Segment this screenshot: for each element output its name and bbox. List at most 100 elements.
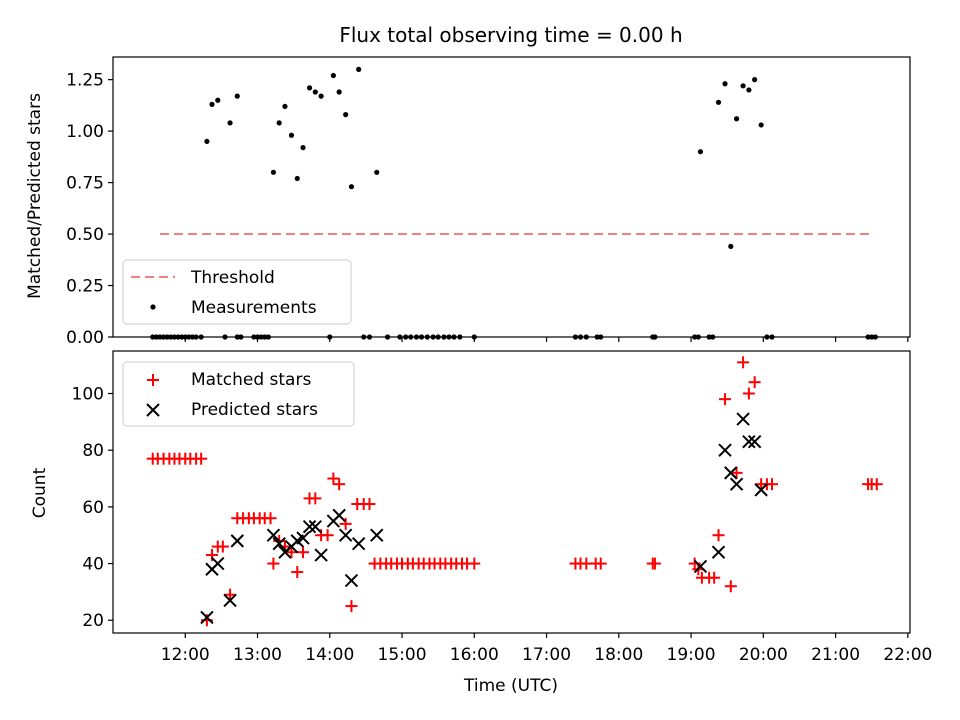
top-plot-frame (112, 56, 911, 338)
predicted-star-marker (296, 531, 310, 545)
bottom-y-tick-label: 20 (82, 611, 104, 631)
measurement-point (204, 138, 210, 145)
predicted-star-marker (370, 528, 384, 542)
measurement-point (209, 101, 215, 107)
predicted-star-marker (736, 412, 750, 426)
measurement-point (312, 89, 318, 95)
predicted-star-marker (351, 537, 366, 551)
matched-star-marker (724, 580, 737, 593)
matched-star-marker (708, 571, 721, 584)
measurement-point (356, 66, 362, 72)
predicted-star-marker (230, 534, 244, 548)
x-axis-label: Time (UTC) (463, 676, 558, 696)
measurement-point (288, 132, 295, 138)
predicted-star-marker (754, 483, 768, 497)
predicted-star-marker (314, 548, 328, 562)
x-tick-label: 13:00 (233, 645, 282, 665)
measurement-point (733, 116, 740, 122)
matched-star-marker (345, 600, 358, 613)
matched-star-marker (224, 588, 237, 601)
predicted-star-marker (200, 610, 214, 625)
top-panel: Flux total observing time = 0.00 h Match… (25, 23, 911, 348)
predicted-star-marker (338, 528, 353, 542)
predicted-star-marker (308, 520, 323, 534)
matched-star-marker (719, 393, 732, 406)
matched-star-marker (195, 452, 208, 465)
top-legend: Threshold Measurements (122, 259, 352, 325)
measurement-point (270, 169, 277, 175)
predicted-star-marker (266, 528, 281, 542)
bottom-y-axis-label: Count (30, 467, 50, 518)
matched-star-marker (264, 512, 277, 525)
bottom-plot-frame (112, 350, 911, 634)
top-y-axis-label: Matched/Predicted stars (25, 93, 45, 299)
predicted-star-marker (711, 545, 726, 559)
matched-star-marker (748, 376, 761, 389)
bottom-y-tick-label: 80 (82, 441, 104, 461)
measurement-point (343, 112, 349, 118)
matched-star-marker (737, 356, 750, 369)
top-legend-box (122, 259, 352, 325)
matched-star-marker (712, 529, 725, 542)
legend-threshold-label: Threshold (190, 268, 275, 288)
measurement-point (294, 175, 300, 182)
legend-matched-label: Matched stars (191, 370, 311, 390)
predicted-star-marker (332, 508, 346, 523)
measurement-point (306, 85, 313, 91)
legend-matched-swatch (147, 374, 159, 386)
bottom-y-tick-label: 100 (72, 385, 104, 405)
matched-star-marker (267, 557, 280, 570)
measurement-point (336, 89, 342, 95)
measurement-point (318, 93, 324, 99)
matched-star-marker (285, 546, 298, 559)
x-tick-label: 15:00 (378, 645, 427, 665)
matched-star-marker (730, 466, 743, 479)
measurement-point (282, 103, 288, 110)
measurement-point (348, 184, 355, 190)
matched-star-marker (594, 557, 607, 570)
predicted-star-marker (211, 556, 225, 571)
matched-star-marker (297, 546, 310, 559)
matched-star-marker (363, 498, 376, 511)
bottom-legend-box (122, 361, 355, 427)
bottom-y-tick-label: 40 (82, 555, 104, 575)
top-y-tick-label: 0.50 (66, 225, 104, 245)
top-y-tick-label: 1.25 (66, 71, 104, 91)
matched-star-marker (870, 478, 883, 491)
matched-star-marker (327, 472, 340, 485)
measurement-point (227, 120, 233, 126)
bottom-tick-layer: 20 40 60 80 100 12:00 13:00 14:00 15:00 16:00 17:0… (72, 385, 933, 665)
predicted-star-marker (724, 466, 738, 480)
bottom-panel: Count Time (UTC) 20 40 60 80 100 12:00 13:00 14… (30, 350, 933, 696)
top-y-tick-label: 0.25 (66, 277, 104, 297)
matched-star-marker (321, 529, 334, 542)
x-tick-label: 18:00 (594, 645, 643, 665)
matched-star-marker (309, 492, 322, 505)
matched-star-marker (648, 557, 661, 570)
measurement-point (300, 144, 306, 151)
matched-star-marker (291, 566, 304, 579)
bottom-y-tick-label: 60 (82, 498, 104, 518)
x-tick-label: 14:00 (305, 645, 354, 665)
measurement-point (234, 93, 240, 99)
matched-star-marker (333, 478, 346, 491)
legend-measurements-swatch (150, 304, 156, 310)
measurement-point (374, 169, 380, 175)
measurement-point (746, 87, 752, 93)
matched-star-marker (216, 540, 229, 553)
predicted-star-marker (344, 573, 359, 588)
predicted-star-marker (272, 537, 286, 551)
legend-measurements-label: Measurements (191, 298, 317, 318)
x-tick-label: 16:00 (450, 645, 499, 665)
x-tick-label: 19:00 (667, 645, 716, 665)
measurement-point (722, 81, 728, 87)
measurement-point (276, 120, 282, 126)
top-y-tick-label: 0.75 (66, 174, 104, 194)
measurement-point (758, 122, 764, 128)
predicted-star-marker (302, 520, 317, 534)
x-tick-label: 20:00 (739, 645, 788, 665)
measurement-point (330, 72, 336, 79)
predicted-star-marker (693, 559, 708, 574)
